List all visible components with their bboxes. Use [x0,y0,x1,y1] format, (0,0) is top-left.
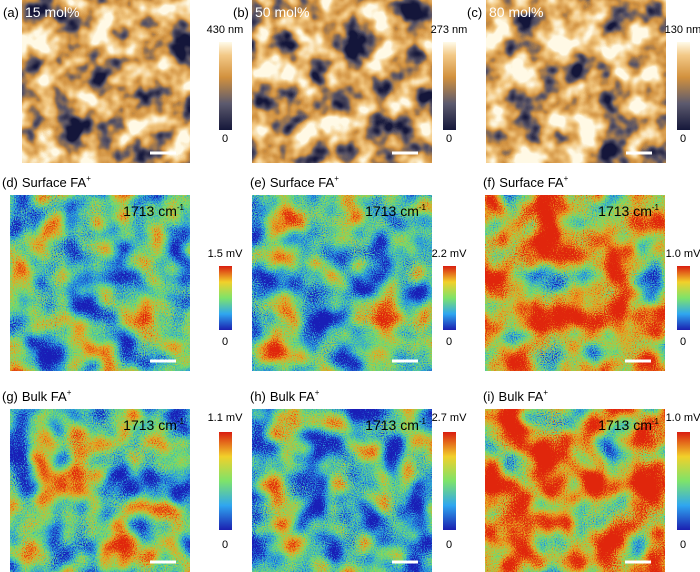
colorbar [677,42,690,130]
wavenumber: 1713 cm [598,417,652,433]
wavenumber-label: 1713 cm-1 [598,417,659,433]
colorbar-max-label: 1.1 mV [208,412,244,424]
map-image [485,409,665,572]
wavenumber: 1713 cm [123,203,177,219]
title-superscript: + [315,388,320,397]
colorbar-min-label: 0 [222,336,228,348]
panel-title: 80 mol% [489,4,543,20]
colorbar-min-label: 0 [446,539,452,551]
colorbar-max-label: 2.2 mV [432,248,468,260]
colorbar-max-label: 1.5 mV [208,248,244,260]
panel-label: (f) [483,175,495,190]
panel-label: (e) [250,175,266,190]
wavenumber: 1713 cm [365,203,419,219]
colorbar-min-label: 0 [680,133,686,145]
wavenumber-superscript: -1 [652,417,660,426]
wavenumber-superscript: -1 [652,203,660,212]
map-image [252,409,432,572]
colorbar-min-label: 0 [446,336,452,348]
wavenumber-superscript: -1 [419,203,427,212]
panel-title: (e) Surface FA+ [250,174,339,190]
map-image [10,195,190,371]
map-image [252,195,432,371]
map-image [486,0,666,163]
colorbar [219,42,232,130]
panel-label: (g) [2,389,18,404]
wavenumber: 1713 cm [365,417,419,433]
panel-title: (i) Bulk FA+ [483,388,548,404]
panel-title: (h) Bulk FA+ [250,388,320,404]
title-space: Bulk FA [499,389,544,404]
colorbar-min-label: 0 [680,539,686,551]
title-space: Surface FA [22,175,87,190]
panel-label: (a) [3,5,19,20]
wavenumber-superscript: -1 [177,417,185,426]
colorbar [677,432,690,530]
map-image [485,195,665,371]
title-space: Bulk FA [270,389,315,404]
panel-title: 15 mol% [25,4,79,20]
title-space: Surface FA [270,175,335,190]
wavenumber-label: 1713 cm-1 [365,203,426,219]
wavenumber-label: 1713 cm-1 [365,417,426,433]
panel-label: (i) [483,389,495,404]
colorbar-max-label: 430 nm [207,24,244,36]
wavenumber-label: 1713 cm-1 [123,417,184,433]
wavenumber: 1713 cm [123,417,177,433]
colorbar-min-label: 0 [446,133,452,145]
colorbar-max-label: 1.0 mV [666,412,700,424]
colorbar [443,42,456,130]
colorbar [677,266,690,330]
panel-label: (h) [250,389,266,404]
map-image [22,0,190,163]
panel-title: (g) Bulk FA+ [2,388,72,404]
map-image [10,409,190,572]
title-space: Bulk FA [22,389,67,404]
colorbar [219,266,232,330]
colorbar-min-label: 0 [222,133,228,145]
title-superscript: + [564,174,569,183]
wavenumber: 1713 cm [598,203,652,219]
colorbar-min-label: 0 [680,336,686,348]
title-space: Surface FA [499,175,564,190]
colorbar-max-label: 130 nm [665,24,700,36]
colorbar [219,432,232,530]
wavenumber-label: 1713 cm-1 [598,203,659,219]
colorbar [443,432,456,530]
colorbar-max-label: 273 nm [431,24,468,36]
colorbar-max-label: 1.0 mV [666,248,700,260]
panel-title: (d) Surface FA+ [2,174,91,190]
panel-title: 50 mol% [255,4,309,20]
title-superscript: + [86,174,91,183]
wavenumber-superscript: -1 [419,417,427,426]
title-superscript: + [67,388,72,397]
title-superscript: + [334,174,339,183]
title-superscript: + [543,388,548,397]
colorbar [443,266,456,330]
panel-label: (b) [233,5,249,20]
wavenumber-label: 1713 cm-1 [123,203,184,219]
colorbar-max-label: 2.7 mV [432,412,468,424]
colorbar-min-label: 0 [222,539,228,551]
map-image [252,0,432,163]
panel-label: (d) [2,175,18,190]
panel-label: (c) [467,5,482,20]
panel-title: (f) Surface FA+ [483,174,569,190]
wavenumber-superscript: -1 [177,203,185,212]
